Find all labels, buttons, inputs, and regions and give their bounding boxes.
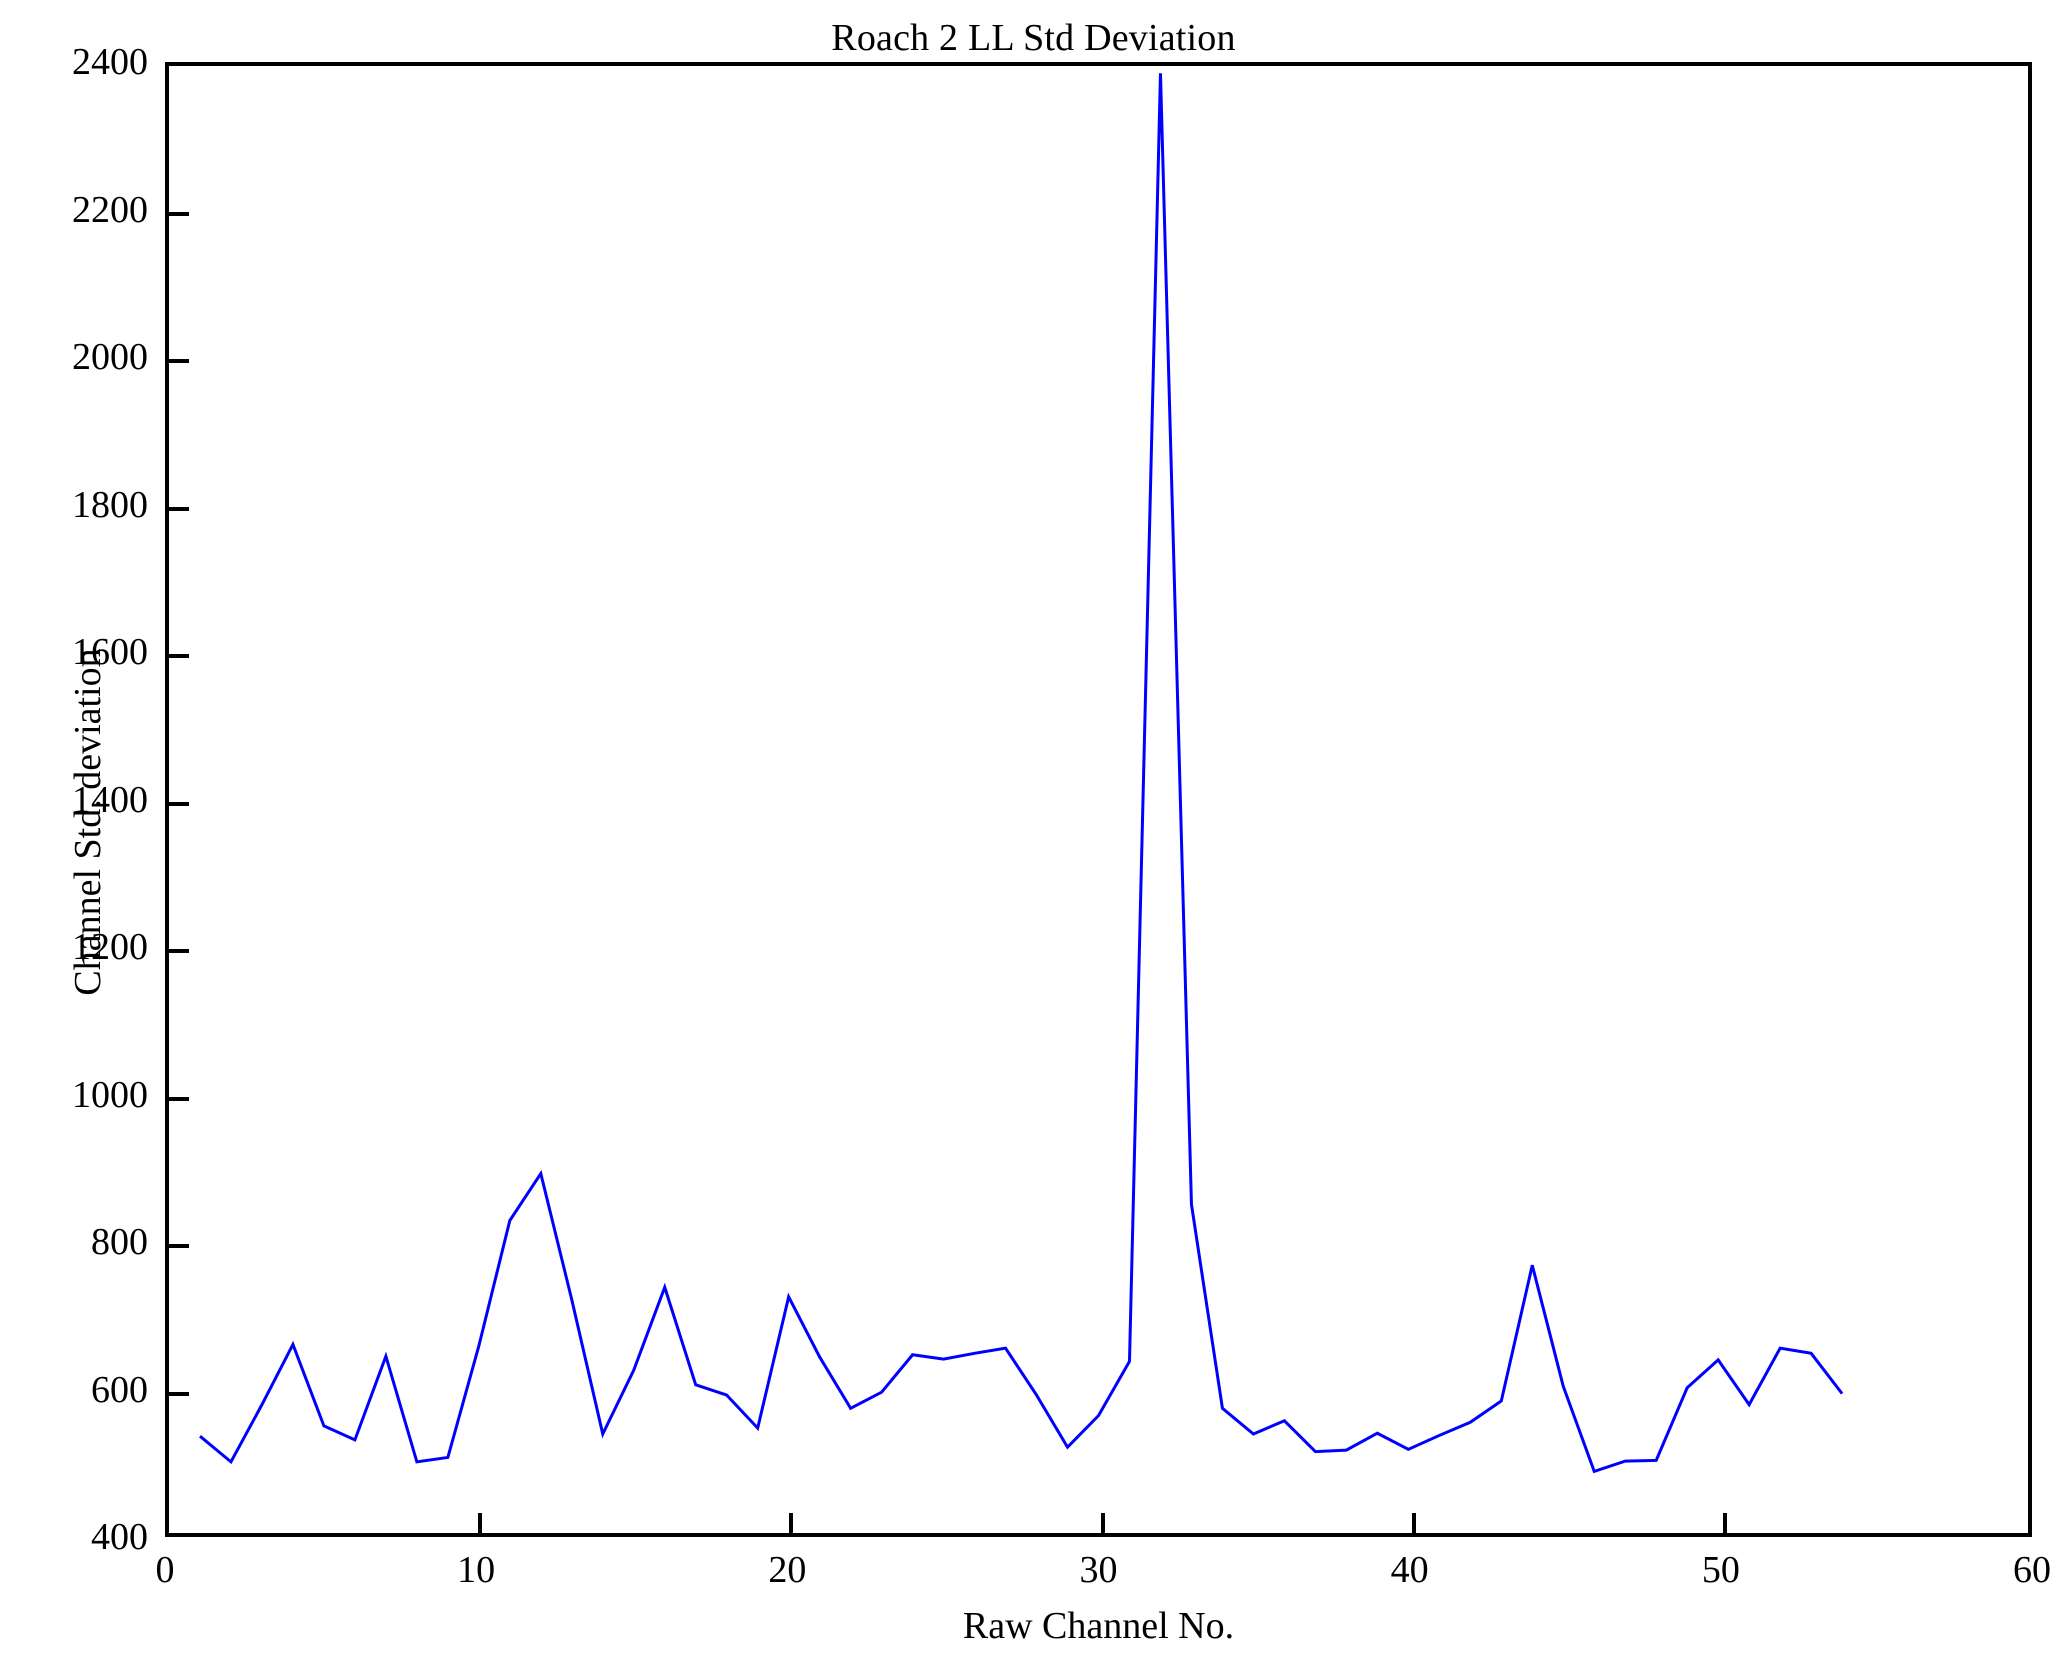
x-tick-mark — [478, 1513, 483, 1533]
data-line-series — [200, 73, 1842, 1471]
x-tick-label: 30 — [1079, 1549, 1118, 1591]
x-tick-mark — [1722, 1513, 1727, 1533]
y-tick-label: 1400 — [72, 778, 148, 821]
y-tick-label: 600 — [91, 1368, 148, 1411]
x-tick-label: 50 — [1701, 1549, 1740, 1591]
x-tick-label: 40 — [1390, 1549, 1429, 1591]
y-tick-label: 2000 — [72, 336, 148, 378]
y-tick-label: 2200 — [72, 188, 148, 231]
chart-title: Roach 2 LL Std Deviation — [831, 17, 1236, 59]
y-tick-label: 1600 — [72, 631, 148, 673]
y-tick-mark — [169, 506, 189, 511]
y-tick-mark — [169, 1096, 189, 1101]
y-axis-tick-labels: 400 600 800 1000 1200 1400 1600 1800 2000 2200 240… — [0, 0, 148, 1671]
x-tick-label: 10 — [457, 1549, 496, 1591]
y-tick-label: 1000 — [72, 1073, 148, 1116]
x-axis-label: Raw Channel No. — [962, 1605, 1235, 1647]
y-tick-label: 800 — [91, 1221, 148, 1263]
y-tick-label: 1200 — [72, 926, 148, 968]
y-tick-mark — [169, 949, 189, 953]
data-series-svg — [169, 66, 2028, 1533]
y-tick-mark — [169, 359, 189, 363]
y-tick-mark — [169, 1244, 189, 1248]
y-tick-label: 1800 — [72, 483, 148, 526]
y-tick-label: 2400 — [72, 41, 148, 83]
x-tick-mark — [1100, 1513, 1105, 1533]
x-tick-label: 20 — [768, 1549, 807, 1591]
x-tick-mark — [789, 1513, 794, 1533]
x-tick-label: 60 — [2013, 1549, 2051, 1591]
y-tick-mark — [169, 211, 189, 216]
y-tick-label: 400 — [91, 1516, 148, 1558]
x-tick-label: 0 — [155, 1549, 175, 1591]
x-tick-mark — [1411, 1513, 1416, 1533]
y-tick-mark — [169, 1391, 189, 1396]
plot-area — [165, 62, 2032, 1537]
y-tick-mark — [169, 654, 189, 658]
y-tick-mark — [169, 801, 189, 806]
